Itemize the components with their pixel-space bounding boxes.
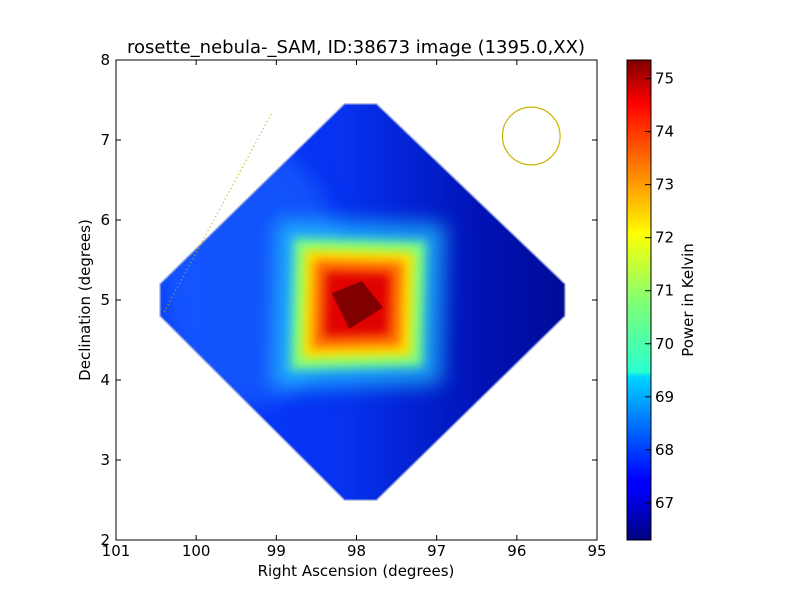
colorbar-ticks: 67 68 69 70 71 72 73 74 75 [645, 70, 674, 512]
colorbar-tick-label: 75 [655, 70, 674, 88]
colorbar-tick-label: 70 [655, 335, 674, 353]
colorbar-tick-label: 69 [655, 388, 674, 406]
colorbar [626, 59, 652, 541]
x-tick-label: 98 [347, 542, 366, 560]
x-tick-label: 99 [267, 542, 286, 560]
y-tick-label: 3 [100, 451, 110, 469]
chart-title: rosette_nebula-_SAM, ID:38673 image (139… [127, 37, 585, 58]
y-tick-label: 5 [100, 291, 110, 309]
colorbar-tick-label: 68 [655, 441, 674, 459]
x-tick-label: 95 [587, 542, 606, 560]
hotspot-core [331, 281, 383, 329]
x-tick-label: 97 [427, 542, 446, 560]
y-tick-label: 2 [100, 531, 110, 549]
x-axis: 101 100 99 98 97 96 95 [102, 60, 607, 560]
beam-circle [501, 106, 561, 166]
colorbar-tick-label: 67 [655, 494, 674, 512]
colorbar-tick-label: 73 [655, 176, 674, 194]
y-axis: 2 3 4 5 6 7 8 [100, 51, 597, 549]
colorbar-tick-label: 74 [655, 123, 674, 141]
y-tick-label: 7 [100, 131, 110, 149]
colorbar-tick-label: 71 [655, 282, 674, 300]
x-tick-label: 96 [507, 542, 526, 560]
colorbar-tick-label: 72 [655, 229, 674, 247]
x-axis-label: Right Ascension (degrees) [258, 562, 455, 580]
x-tick-label: 101 [102, 542, 131, 560]
heatmap-layer [159, 103, 566, 501]
coverage-edge [159, 103, 566, 501]
y-axis-label: Declination (degrees) [76, 219, 94, 381]
colorbar-label: Power in Kelvin [679, 243, 697, 357]
x-tick-label: 100 [182, 542, 211, 560]
y-tick-label: 8 [100, 51, 110, 69]
y-tick-label: 4 [100, 371, 110, 389]
y-tick-label: 6 [100, 211, 110, 229]
